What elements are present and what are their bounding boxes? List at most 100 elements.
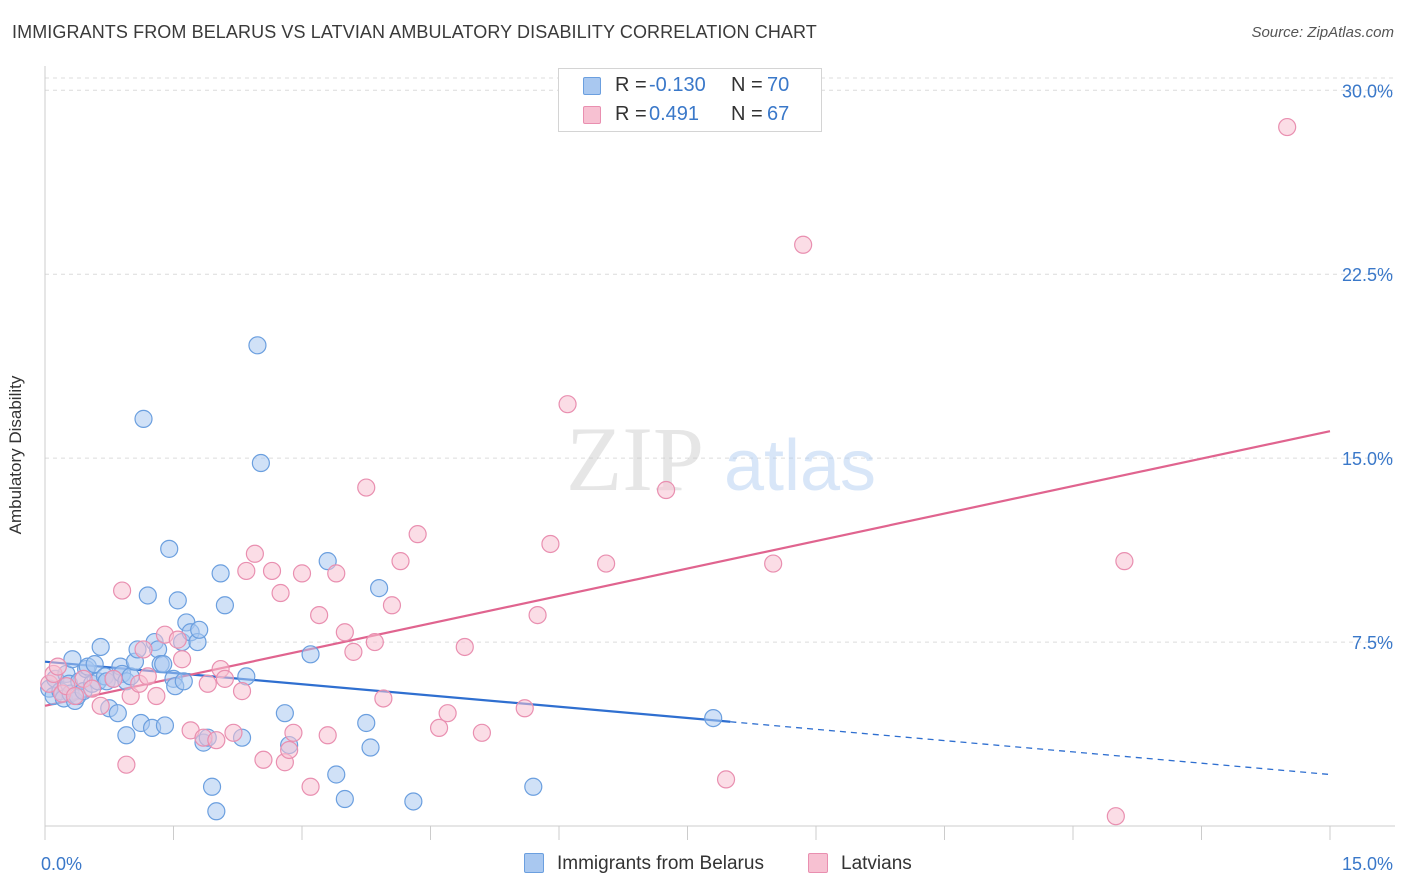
point-belarus	[154, 655, 173, 674]
watermark-zip: ZIP	[566, 408, 704, 510]
point-belarus	[211, 564, 230, 583]
point-latvians	[429, 718, 449, 738]
point-latvians	[794, 235, 813, 254]
point-belarus	[704, 708, 723, 728]
point-latvians	[716, 770, 736, 789]
point-latvians	[455, 637, 474, 657]
point-latvians	[284, 723, 303, 742]
point-latvians	[91, 696, 110, 715]
point-latvians	[1278, 117, 1297, 137]
legend-label-belarus: Immigrants from Belarus	[557, 853, 764, 874]
point-latvians	[1115, 552, 1134, 571]
point-belarus	[202, 777, 222, 796]
point-latvians	[254, 750, 273, 769]
point-belarus	[318, 552, 337, 571]
point-latvians	[357, 478, 376, 497]
point-belarus	[251, 453, 270, 473]
point-belarus	[155, 716, 175, 735]
point-latvians	[215, 669, 234, 688]
point-belarus	[370, 579, 389, 598]
point-belarus	[91, 637, 110, 657]
point-latvians	[292, 564, 312, 583]
point-latvians	[134, 640, 153, 659]
trend-line-belarus-extension	[730, 721, 1331, 776]
y-tick-label: 15.0%	[1342, 449, 1393, 469]
point-latvians	[310, 605, 329, 625]
point-latvians	[232, 682, 252, 701]
legend-r-label: R =	[615, 74, 647, 96]
point-belarus	[117, 726, 136, 745]
point-belarus	[327, 765, 346, 784]
point-latvians	[207, 731, 226, 750]
point-latvians	[597, 554, 616, 573]
point-latvians	[104, 669, 123, 688]
data-points	[40, 117, 1297, 826]
tick-labels: 7.5% 15.0% 22.5% 30.0% 0.0% 15.0%	[41, 81, 1393, 874]
y-axis-label: Ambulatory Disability	[6, 375, 25, 535]
axes	[44, 66, 1395, 840]
point-latvians	[280, 740, 299, 760]
legend-swatch-latvians	[808, 853, 828, 873]
legend-r-value: -0.130	[649, 74, 706, 96]
point-latvians	[764, 554, 783, 573]
point-belarus	[215, 596, 234, 615]
y-tick-label: 22.5%	[1342, 265, 1393, 285]
point-latvians	[541, 534, 560, 554]
point-belarus	[524, 777, 543, 796]
legend-swatch-belarus	[524, 853, 544, 873]
legend-n-label: N =	[731, 103, 763, 125]
point-latvians	[301, 777, 320, 796]
legend-row-belarus: R = -0.130 N = 70	[559, 71, 821, 101]
legend-r-label: R =	[615, 103, 647, 125]
point-latvians	[262, 561, 282, 581]
point-latvians	[168, 630, 187, 649]
point-belarus	[207, 802, 226, 821]
legend-row-latvians: R = 0.491 N = 67	[559, 100, 821, 130]
point-latvians	[327, 564, 346, 583]
source-label: Source: ZipAtlas.com	[1251, 24, 1394, 41]
legend-label-latvians: Latvians	[841, 853, 912, 874]
point-latvians	[112, 581, 132, 600]
correlation-legend: R = -0.130 N = 70 R = 0.491 N = 67	[558, 68, 822, 132]
point-belarus	[160, 539, 179, 558]
point-latvians	[344, 642, 363, 661]
point-belarus	[335, 789, 354, 809]
point-latvians	[224, 723, 243, 742]
point-latvians	[318, 726, 337, 745]
x-tick-label: 0.0%	[41, 854, 82, 874]
point-latvians	[382, 596, 402, 615]
point-latvians	[335, 623, 354, 642]
point-latvians	[515, 699, 534, 718]
point-latvians	[408, 525, 427, 544]
legend-n-value: 67	[767, 103, 790, 125]
watermark: ZIP atlas	[566, 408, 876, 510]
point-belarus	[404, 792, 423, 811]
point-belarus	[134, 409, 153, 428]
point-belarus	[138, 586, 157, 605]
series-legend: Immigrants from Belarus Latvians	[0, 852, 1406, 876]
point-latvians	[83, 679, 102, 698]
legend-n-value: 70	[767, 74, 790, 96]
point-belarus	[168, 591, 187, 610]
point-belarus	[108, 704, 127, 723]
point-belarus	[357, 713, 376, 733]
point-belarus	[361, 738, 380, 757]
point-belarus	[174, 672, 193, 691]
point-latvians	[147, 686, 166, 706]
point-belarus	[190, 620, 209, 639]
point-latvians	[48, 657, 67, 676]
point-latvians	[245, 544, 264, 563]
point-belarus	[248, 336, 267, 355]
legend-swatch-latvians	[583, 106, 601, 124]
point-latvians	[1106, 807, 1125, 826]
legend-swatch-belarus	[583, 77, 601, 95]
chart-title: IMMIGRANTS FROM BELARUS VS LATVIAN AMBUL…	[12, 22, 817, 42]
trend-line-latvians	[44, 430, 1331, 707]
x-tick-label: 15.0%	[1342, 854, 1393, 874]
point-belarus	[301, 645, 320, 664]
point-latvians	[438, 704, 457, 723]
point-latvians	[528, 605, 547, 625]
point-latvians	[198, 674, 217, 693]
point-belarus	[275, 704, 294, 723]
